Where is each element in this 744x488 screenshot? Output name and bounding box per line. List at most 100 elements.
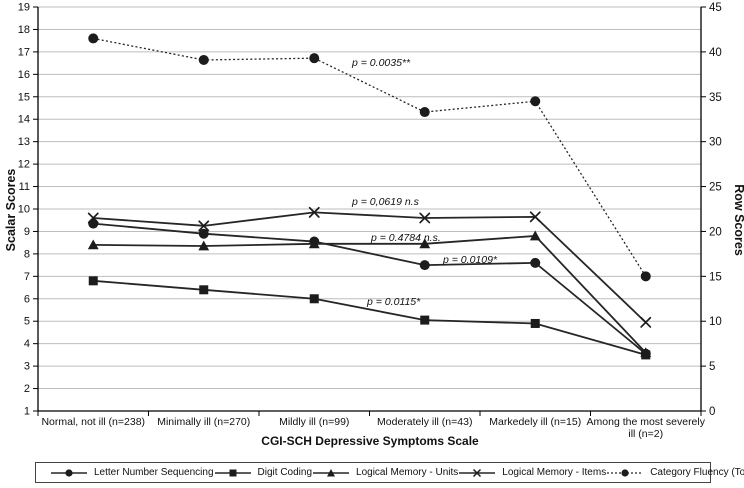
legend-marker-circle-dotted	[607, 468, 644, 477]
right-axis-tick-label: 45	[709, 2, 722, 14]
legend-label: Logical Memory - Units	[356, 466, 459, 478]
left-axis-tick-label: 8	[24, 248, 30, 260]
right-axis-tick-label: 10	[709, 316, 722, 328]
data-point-triangle	[529, 230, 541, 241]
series-line	[93, 222, 647, 355]
left-axis-tick-label: 7	[24, 271, 30, 283]
data-point-square	[309, 294, 319, 304]
left-axis-tick-label: 10	[18, 204, 30, 216]
p-value-annotation: p = 0.0115*	[366, 296, 421, 308]
data-point-circle	[198, 54, 209, 65]
data-point-square	[199, 285, 209, 295]
legend-glyph	[473, 468, 482, 477]
data-point-square	[530, 318, 540, 328]
series-line	[93, 211, 647, 323]
series-lines	[87, 33, 652, 360]
left-axis-tick-label: 16	[18, 69, 30, 81]
series-x	[87, 206, 652, 328]
data-point-circle	[309, 53, 320, 64]
right-axis-tick-label: 35	[709, 92, 722, 104]
x-axis-title: CGI-SCH Depressive Symptoms Scale	[261, 434, 479, 448]
left-axis-tick-label: 13	[18, 136, 30, 148]
legend-item: Digit Coding	[214, 467, 312, 479]
legend-glyph	[229, 469, 237, 476]
left-axis-tick-label: 17	[18, 46, 30, 58]
data-point-triangle	[640, 347, 652, 358]
right-axis-tick-label: 25	[709, 182, 722, 194]
legend-item: Logical Memory - Units	[312, 467, 458, 479]
legend-glyph	[621, 468, 629, 477]
data-point-triangle	[419, 238, 431, 249]
data-point-circle	[419, 107, 430, 118]
data-point-circle	[419, 260, 430, 271]
data-point-x	[640, 316, 652, 328]
left-axis-title: Scalar Scores	[4, 169, 18, 252]
series-circle	[88, 218, 651, 359]
category-label: Moderately ill (n=43)	[377, 416, 472, 428]
data-point-circle	[88, 33, 99, 44]
left-axis-tick-label: 19	[18, 2, 30, 14]
legend-label: Digit Coding	[257, 466, 313, 478]
data-point-circle	[198, 228, 209, 239]
gridlines	[38, 6, 701, 412]
category-label: Among the most severely	[587, 416, 706, 428]
series-line	[93, 235, 647, 354]
data-point-circle	[640, 271, 651, 282]
data-point-triangle	[198, 240, 210, 251]
category-label: Normal, not ill (n=238)	[41, 416, 145, 428]
left-axis-tick-label: 6	[24, 293, 30, 305]
left-axis-tick-label: 3	[24, 361, 30, 373]
p-value-annotation: p = 0,0619 n.s	[351, 196, 420, 208]
line-chart: p = 0.0035** p = 0,0619 n.s p = 0.4784 n.s…	[4, 2, 744, 449]
data-point-triangle	[87, 239, 99, 250]
annotations: p = 0.0035** p = 0,0619 n.s p = 0.4784 n.s…	[351, 57, 498, 308]
left-axis-tick-label: 5	[24, 316, 30, 328]
left-axis-tick-label: 4	[24, 338, 30, 350]
legend-label: Letter Number Sequencing	[94, 466, 214, 478]
data-point-circle	[530, 257, 541, 268]
data-point-circle	[530, 96, 541, 107]
axes	[33, 6, 706, 416]
series-circle	[88, 33, 651, 282]
legend-label: Logical Memory - Items	[502, 466, 607, 478]
legend-glyph	[327, 468, 336, 476]
series-line	[93, 37, 647, 277]
axis-tick-labels: 19 18 17 16 15 14 13 12 11 10 9 8 7 6 5 4 3 2 1 45 40 35 30 25 2…	[18, 2, 722, 441]
left-axis-tick-label: 14	[18, 114, 30, 126]
legend-marker-circle	[51, 468, 87, 477]
data-point-x	[198, 220, 210, 232]
category-label: Markedely ill (n=15)	[489, 416, 581, 428]
left-axis-tick-label: 12	[18, 159, 30, 171]
left-axis-tick-label: 18	[18, 24, 30, 36]
series-line	[93, 279, 646, 356]
left-axis-tick-label: 9	[24, 226, 30, 238]
right-axis-tick-label: 30	[709, 137, 722, 149]
p-value-annotation: p = 0.0035**	[351, 57, 411, 69]
data-point-square	[88, 276, 98, 286]
p-value-annotation: p = 0.0109*	[442, 254, 498, 266]
data-point-square	[420, 315, 430, 325]
legend-label: Category Fluency (Total Score)	[650, 466, 744, 478]
left-axis-tick-label: 1	[24, 406, 30, 418]
legend-item: Category Fluency (Total Score)	[606, 467, 744, 479]
left-axis-tick-label: 11	[19, 181, 30, 193]
legend-item: Letter Number Sequencing	[50, 467, 214, 479]
right-axis-title: Row Scores	[732, 184, 744, 256]
right-axis-tick-label: 15	[709, 271, 722, 283]
legend-marker-triangle	[313, 468, 350, 476]
category-label: Mildly ill (n=99)	[279, 416, 349, 428]
data-point-x	[419, 212, 431, 224]
p-value-annotation: p = 0.4784 n.s.	[370, 232, 441, 244]
category-label: Minimally ill (n=270)	[157, 416, 250, 428]
data-point-circle	[88, 218, 99, 229]
data-point-triangle	[308, 238, 320, 249]
data-point-x	[308, 206, 320, 218]
right-axis-tick-label: 5	[709, 361, 715, 373]
legend-marker-square	[214, 469, 251, 476]
right-axis-tick-label: 40	[709, 47, 722, 59]
right-axis-tick-label: 20	[709, 226, 722, 238]
data-point-x	[529, 211, 541, 223]
legend-marker-x	[459, 468, 496, 477]
left-axis-tick-label: 15	[18, 91, 30, 103]
